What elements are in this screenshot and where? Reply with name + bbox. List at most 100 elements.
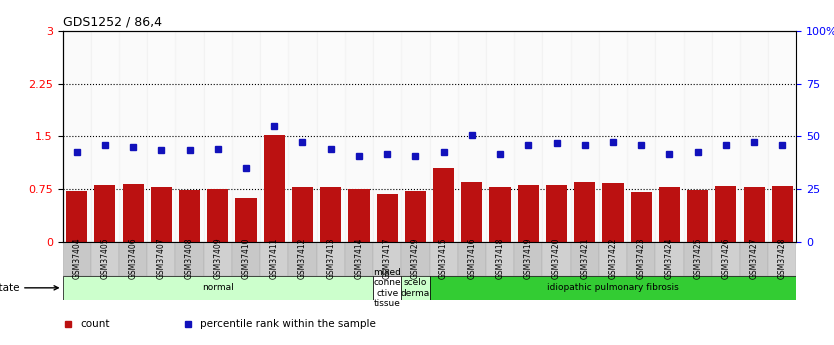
Bar	[659, 187, 680, 241]
Bar	[292, 187, 313, 241]
Bar	[542, 31, 570, 242]
Bar	[486, 241, 515, 276]
Bar	[627, 31, 656, 242]
Bar	[344, 241, 373, 276]
Text: idiopathic pulmonary fibrosis: idiopathic pulmonary fibrosis	[547, 283, 679, 292]
Bar	[430, 31, 458, 242]
Bar	[377, 194, 398, 241]
Text: GSM37416: GSM37416	[467, 238, 476, 279]
Text: GSM37408: GSM37408	[185, 238, 194, 279]
Bar	[461, 182, 482, 241]
Bar	[546, 185, 567, 242]
Text: scelo
derma: scelo derma	[401, 278, 430, 297]
Text: GSM37429: GSM37429	[411, 238, 420, 279]
Bar	[175, 241, 203, 276]
Text: GSM37417: GSM37417	[383, 238, 392, 279]
Bar	[599, 31, 627, 242]
Bar	[404, 191, 426, 242]
Bar	[401, 241, 430, 276]
Bar	[430, 241, 458, 276]
Text: GSM37415: GSM37415	[440, 238, 448, 279]
Bar	[768, 241, 796, 276]
Text: GSM37425: GSM37425	[693, 238, 702, 279]
Bar	[119, 31, 148, 242]
Bar	[349, 189, 369, 241]
Bar	[430, 276, 796, 300]
Bar	[740, 31, 768, 242]
Bar	[458, 241, 486, 276]
Text: GSM37426: GSM37426	[721, 238, 731, 279]
Bar	[289, 31, 317, 242]
Bar	[94, 185, 115, 242]
Bar	[63, 276, 373, 300]
Bar	[687, 190, 708, 242]
Text: percentile rank within the sample: percentile rank within the sample	[200, 319, 376, 329]
Bar	[490, 187, 510, 242]
Text: normal: normal	[202, 283, 234, 292]
Bar	[574, 182, 595, 241]
Text: GSM37405: GSM37405	[100, 238, 109, 279]
Bar	[317, 31, 344, 242]
Bar	[542, 241, 570, 276]
Bar	[602, 183, 624, 242]
Bar	[66, 191, 88, 242]
Bar	[123, 184, 143, 242]
Bar	[599, 241, 627, 276]
Text: GSM37412: GSM37412	[298, 238, 307, 279]
Bar	[203, 241, 232, 276]
Text: GSM37427: GSM37427	[750, 238, 759, 279]
Bar	[515, 241, 542, 276]
Bar	[232, 31, 260, 242]
Bar	[344, 31, 373, 242]
Bar	[740, 241, 768, 276]
Text: GSM37419: GSM37419	[524, 238, 533, 279]
Text: GSM37420: GSM37420	[552, 238, 561, 279]
Bar	[631, 193, 652, 242]
Text: GSM37422: GSM37422	[609, 238, 617, 279]
Text: GSM37413: GSM37413	[326, 238, 335, 279]
Bar	[515, 31, 542, 242]
Text: GSM37404: GSM37404	[73, 238, 81, 279]
Text: GSM37411: GSM37411	[269, 238, 279, 279]
Text: GSM37410: GSM37410	[242, 238, 250, 279]
Bar	[401, 31, 430, 242]
Text: GSM37421: GSM37421	[580, 238, 590, 279]
Bar	[179, 190, 200, 242]
Bar	[570, 31, 599, 242]
Bar	[232, 241, 260, 276]
Text: GSM37424: GSM37424	[665, 238, 674, 279]
Bar	[91, 241, 119, 276]
Bar	[119, 241, 148, 276]
Bar	[486, 31, 515, 242]
Bar	[373, 241, 401, 276]
Bar	[570, 241, 599, 276]
Text: disease state: disease state	[0, 283, 58, 293]
Text: GDS1252 / 86,4: GDS1252 / 86,4	[63, 16, 162, 29]
Bar	[203, 31, 232, 242]
Text: GSM37423: GSM37423	[636, 238, 646, 279]
Bar	[458, 31, 486, 242]
Bar	[771, 186, 793, 242]
Text: count: count	[80, 319, 109, 329]
Text: GSM37409: GSM37409	[214, 238, 223, 279]
Text: GSM37414: GSM37414	[354, 238, 364, 279]
Bar	[289, 241, 317, 276]
Bar	[235, 198, 257, 241]
Bar	[518, 185, 539, 242]
Bar	[63, 31, 91, 242]
Bar	[317, 241, 344, 276]
Bar	[63, 241, 91, 276]
Text: GSM37418: GSM37418	[495, 238, 505, 279]
Text: GSM37406: GSM37406	[128, 238, 138, 279]
Bar	[433, 168, 455, 241]
Bar	[684, 31, 711, 242]
Bar	[175, 31, 203, 242]
Bar	[711, 241, 740, 276]
Bar	[656, 31, 684, 242]
Bar	[260, 241, 289, 276]
Bar	[656, 241, 684, 276]
Bar	[264, 135, 285, 242]
Text: GSM37428: GSM37428	[778, 238, 786, 279]
Bar	[744, 187, 765, 241]
Text: GSM37407: GSM37407	[157, 238, 166, 279]
